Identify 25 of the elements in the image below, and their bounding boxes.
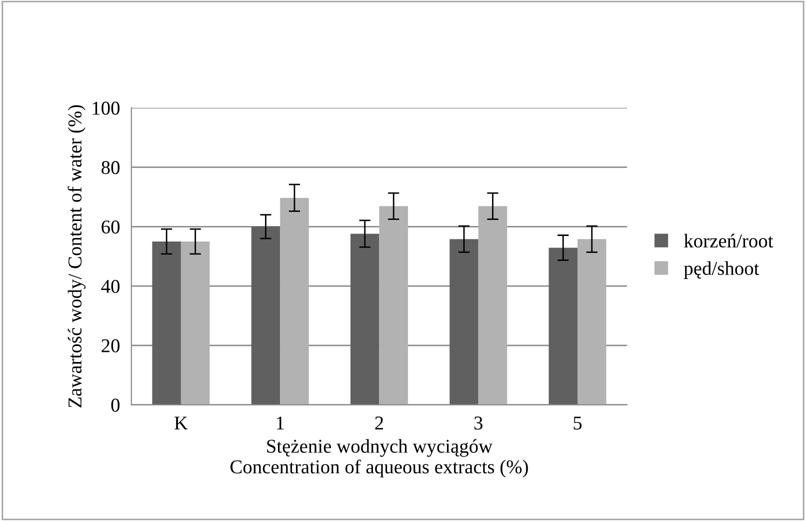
x-tick-label: 5 [574,416,582,430]
bar [152,241,181,405]
y-tick-label: 60 [102,220,120,234]
x-tick-label: 2 [375,416,384,430]
y-tick-label: 100 [92,102,120,115]
bar [350,234,380,405]
bar [180,241,210,405]
bar [450,239,478,405]
bar [251,226,280,405]
bar [548,248,578,405]
bar [478,206,508,405]
y-tick-label: 40 [101,280,120,293]
legend-label: korzeń/root [684,234,774,248]
y-tick-label: 0 [111,398,120,412]
bar [280,198,309,405]
x-tick-label: 1 [276,416,284,430]
x-axis-title: Stężenie wodnych wyciągów Concentration of aqueous extracts (%) [230,439,528,478]
x-tick-label: K [174,416,188,430]
x-tick-label: 3 [474,416,482,430]
bar [578,239,606,405]
y-tick-label: 80 [102,161,120,174]
y-tick-label: 20 [102,339,120,352]
bar [379,206,408,405]
y-axis-title: Zawartość wody/ Content of water (%) [68,105,86,408]
legend-label: pęd/shoot [684,261,760,279]
